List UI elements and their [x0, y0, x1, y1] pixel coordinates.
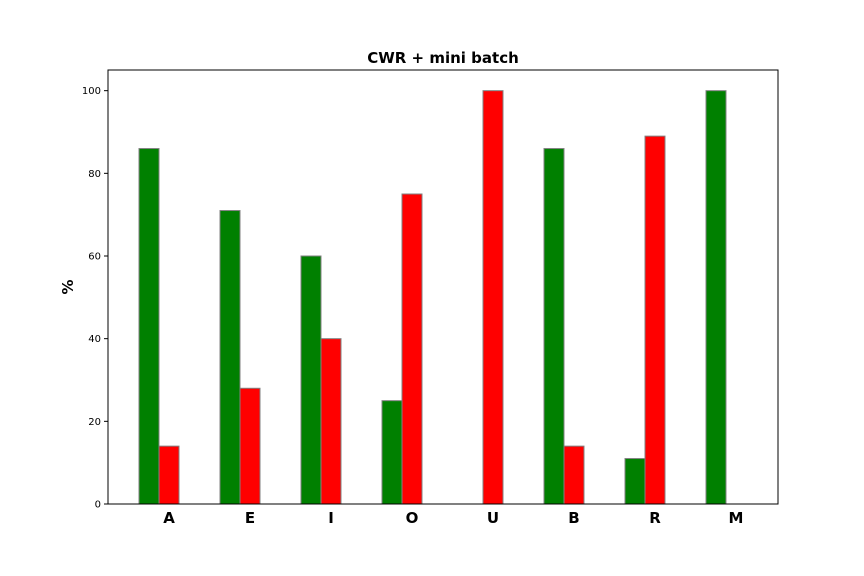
bar-A-series-1 [138, 148, 160, 505]
x-tick-label: I [328, 509, 334, 527]
y-tick-label: 20 [88, 417, 101, 428]
x-tick-label: O [406, 509, 419, 527]
bar-E-series-2 [239, 387, 261, 505]
y-axis-label: % [59, 279, 77, 294]
bar-M-series-1 [705, 90, 727, 505]
bar-I-series-1 [300, 255, 322, 505]
bar-R-series-2 [644, 135, 666, 505]
bar-B-series-1 [543, 148, 565, 505]
y-axis-ticks: 0 20 40 60 80 100 [82, 86, 108, 511]
plot-frame [107, 69, 779, 505]
bar-O-series-2 [401, 193, 423, 505]
bar-U-series-2 [482, 90, 504, 505]
x-tick-label: M [729, 509, 744, 527]
bar-B-series-2 [563, 445, 585, 505]
y-tick-label: 100 [82, 86, 101, 97]
x-tick-label: B [568, 509, 579, 527]
x-tick-label: R [649, 509, 661, 527]
y-tick-label: 60 [88, 252, 101, 263]
bar-A-series-2 [158, 445, 180, 505]
y-tick-label: 40 [88, 334, 101, 345]
y-tick-label: 0 [95, 500, 101, 511]
x-tick-label: A [163, 509, 175, 527]
y-tick-label: 80 [88, 169, 101, 180]
bar-O-series-1 [381, 400, 403, 505]
bar-I-series-2 [320, 338, 342, 505]
bar-E-series-1 [219, 210, 241, 505]
x-tick-label: U [487, 509, 499, 527]
x-tick-label: E [245, 509, 255, 527]
chart-title: CWR + mini batch [367, 49, 519, 67]
bar-R-series-1 [624, 458, 646, 505]
bars-group [138, 90, 727, 505]
